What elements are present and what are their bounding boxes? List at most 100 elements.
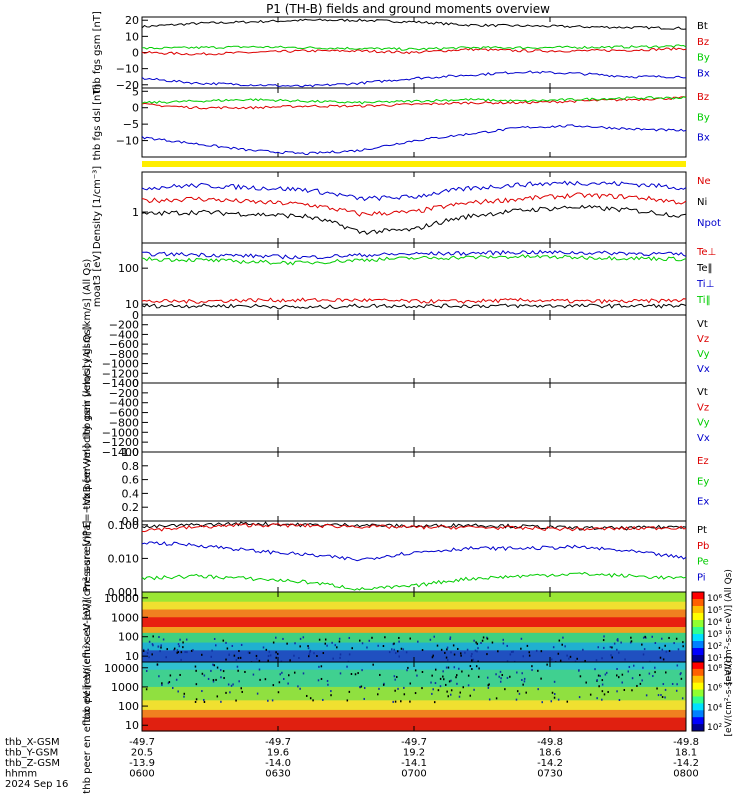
spectrogram-speckle [233, 654, 236, 657]
spectrogram-speckle [446, 690, 448, 693]
spectrogram-speckle [148, 656, 150, 659]
spectrogram-speckle [584, 659, 586, 662]
spectrogram-band [142, 615, 686, 618]
spectrogram-speckle [506, 676, 509, 679]
spectrogram-speckle [630, 636, 632, 639]
colorbar-swatch [692, 675, 704, 684]
spectrogram-speckle [662, 658, 665, 661]
spectrogram-band [142, 623, 686, 626]
spectrogram-speckle [382, 645, 385, 648]
spectrogram-speckle [629, 641, 632, 644]
spectrogram-band [142, 650, 686, 653]
spectrogram-speckle [656, 687, 658, 690]
panel-frame [141, 314, 687, 384]
spectrogram-band [142, 669, 686, 673]
colorbar-tick: 10⁴ [707, 703, 722, 713]
spectrogram-speckle [516, 671, 518, 674]
y-axis-label: thb peer en eflux eV [eV/(cm²-s-sr-eV)] [82, 599, 93, 793]
colorbar-swatch [692, 627, 704, 635]
spectrogram-speckle [237, 657, 240, 660]
colorbars-group: 10⁶ 10⁵ 10⁴ 10³ 10² 10¹ [eV/(cm²-s-sr-eV)] (Al… [691, 569, 734, 737]
spectrogram-speckle [216, 695, 219, 698]
spectrogram-speckle [643, 648, 646, 651]
spectrogram-speckle [223, 677, 225, 680]
y-tick-label: 100 [118, 700, 139, 713]
spectrogram-speckle [421, 687, 423, 690]
spectrogram-speckle [307, 645, 309, 648]
spectrogram-speckle [324, 638, 327, 641]
spectrogram-speckle [662, 683, 665, 686]
y-tick-label: 10000 [104, 592, 139, 605]
spectrogram-speckle [432, 654, 434, 657]
spectrogram-speckle [430, 681, 432, 684]
spectrogram-speckle [409, 700, 411, 703]
spectrogram-speckle [462, 686, 465, 689]
x-axis-value: 0700 [401, 769, 426, 780]
spectrogram-speckle [603, 635, 605, 638]
spectrogram-speckle [299, 637, 302, 640]
spectrogram-speckle [165, 656, 167, 659]
spectrogram-speckle [679, 673, 682, 676]
spectrogram-speckle [659, 656, 662, 659]
colorbar-tick: 10² [707, 723, 722, 733]
spectrogram-speckle [159, 650, 161, 653]
colorbar-swatch [692, 682, 704, 691]
spectrogram-speckle [618, 699, 621, 702]
legend-Npot: Npot [697, 218, 721, 229]
spectrogram-speckle [371, 636, 373, 639]
spectrogram-speckle [458, 695, 461, 698]
spectrogram-speckle [602, 639, 605, 642]
spectrogram-speckle [518, 692, 521, 695]
spectrogram-speckle [212, 663, 214, 666]
y-axis-label: Density [1/cm⁻³] [92, 166, 103, 249]
spectrogram-speckle [450, 689, 453, 692]
spectrogram-speckle [194, 665, 197, 668]
x-axis-value: 0600 [129, 769, 154, 780]
spectrogram-speckle [195, 669, 197, 672]
panel-7: 1.00.80.60.40.20.0 E=−VxB [mV/m] Ez Ey Ex [82, 445, 709, 528]
spectrogram-speckle [421, 671, 424, 674]
spectrogram-speckle [445, 666, 448, 669]
spectrogram-speckle [239, 656, 242, 659]
spectrogram-speckle [377, 693, 379, 696]
spectrogram-speckle [631, 677, 634, 680]
spectrogram-speckle [616, 690, 618, 693]
spectrogram-speckle [525, 691, 527, 694]
y-tick-label: 20 [125, 14, 139, 27]
spectrogram-speckle [177, 690, 179, 693]
yellow-flag-bar [142, 161, 686, 167]
spectrogram-speckle [211, 649, 213, 652]
legend-Te‖: Te‖ [696, 263, 713, 274]
spectrogram-speckle [393, 648, 395, 651]
spectrogram-band [142, 630, 686, 634]
spectrogram-speckle [433, 635, 435, 638]
spectrogram-speckle [229, 691, 231, 694]
spectrogram-speckle [681, 697, 684, 700]
spectrogram-speckle [222, 639, 225, 642]
spectrogram-speckle [456, 674, 458, 677]
spectrogram-speckle [409, 637, 411, 640]
spectrogram-speckle [190, 649, 193, 652]
spectrogram-speckle [664, 688, 667, 691]
spectrogram-speckle [443, 678, 445, 681]
y-tick-label: 10 [125, 30, 139, 43]
y-tick-label: 0.2 [122, 501, 140, 514]
spectrogram-speckle [220, 676, 222, 679]
x-axis-row-label: thb_Z-GSM [5, 758, 60, 769]
spectrogram-band [142, 694, 686, 698]
spectrogram-speckle [203, 700, 206, 703]
y-axis-label: thb peir velocity gsm [km/s] (All Qs) [82, 259, 93, 440]
x-axis-value: 19.6 [267, 748, 289, 759]
spectrogram-speckle [397, 687, 399, 690]
spectrogram-speckle [316, 655, 318, 658]
spectrogram-speckle [537, 669, 539, 672]
spectrogram-speckle [578, 696, 581, 699]
spectrogram-speckle [502, 642, 505, 645]
colorbar-swatch [692, 717, 704, 725]
colorbar-swatch [692, 648, 704, 656]
spectrogram-band [142, 617, 686, 620]
spectrogram-speckle [569, 655, 572, 658]
spectrogram-speckle [241, 690, 243, 693]
spectrogram-speckle [160, 646, 162, 649]
spectrogram-speckle [453, 653, 456, 656]
